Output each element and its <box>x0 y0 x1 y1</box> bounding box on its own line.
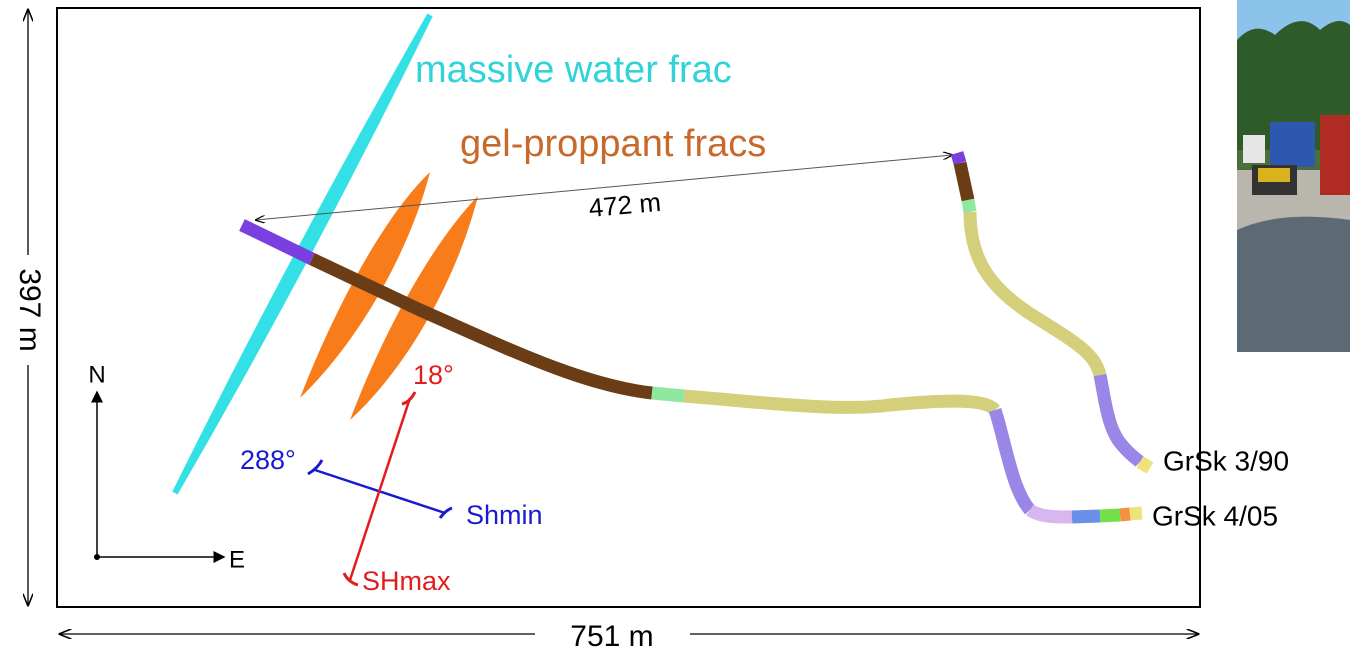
well-3-90 <box>957 153 1150 468</box>
gel-frac-label: gel-proppant fracs <box>460 123 766 165</box>
shmax-axis <box>350 398 410 580</box>
site-photo <box>1237 0 1350 352</box>
water-frac-label: massive water frac <box>415 49 732 91</box>
distance-label: 472 m <box>588 187 663 223</box>
north-label: N <box>88 361 105 388</box>
height-label: 397 m <box>13 268 46 351</box>
shmin-label: Shmin <box>466 500 543 530</box>
well-label: GrSk 3/90 <box>1163 445 1289 476</box>
well-label: GrSk 4/05 <box>1152 500 1278 531</box>
shmax-label: SHmax <box>362 566 451 596</box>
compass-origin <box>94 554 100 560</box>
shmax-azimuth: 18° <box>413 360 454 390</box>
east-label: E <box>229 546 245 573</box>
diagram: 397 m 751 m massive water frac gel-propp… <box>0 0 1350 659</box>
shmin-azimuth: 288° <box>240 445 296 475</box>
width-label: 751 m <box>570 620 653 653</box>
